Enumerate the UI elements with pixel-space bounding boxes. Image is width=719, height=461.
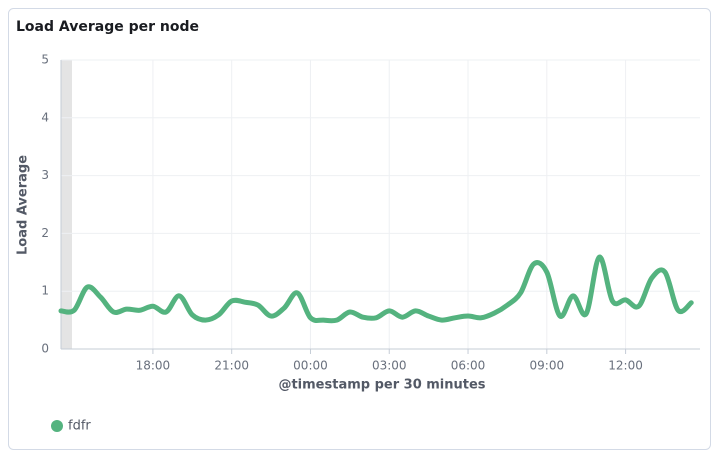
y-tick-label: 3: [41, 168, 49, 182]
x-tick-label: 09:00: [530, 359, 565, 373]
x-tick-label: 18:00: [136, 359, 171, 373]
x-tick-label: 00:00: [293, 359, 328, 373]
y-tick-label: 5: [41, 53, 49, 67]
x-tick-label: 06:00: [451, 359, 486, 373]
legend-label[interactable]: fdfr: [68, 419, 91, 434]
x-tick-label: 21:00: [214, 359, 249, 373]
x-axis-label: @timestamp per 30 minutes: [278, 378, 485, 393]
legend-swatch: [51, 420, 63, 432]
y-tick-label: 4: [41, 110, 49, 124]
y-axis-label: Load Average: [16, 155, 31, 255]
y-tick-label: 0: [41, 342, 49, 356]
plot: 0 1 2 3 4 5 18:00 21:00 00:00 03:00 06:00 09:00 12:0…: [41, 53, 700, 373]
x-tick-label: 03:00: [372, 359, 407, 373]
partial-bucket: [61, 60, 72, 349]
y-tick-label: 1: [41, 284, 49, 298]
panel-border: [8, 8, 711, 450]
x-tick-label: 12:00: [608, 359, 643, 373]
data-line: [58, 254, 694, 324]
y-tick-label: 2: [41, 226, 49, 240]
panel-title: Load Average per node: [16, 19, 199, 35]
